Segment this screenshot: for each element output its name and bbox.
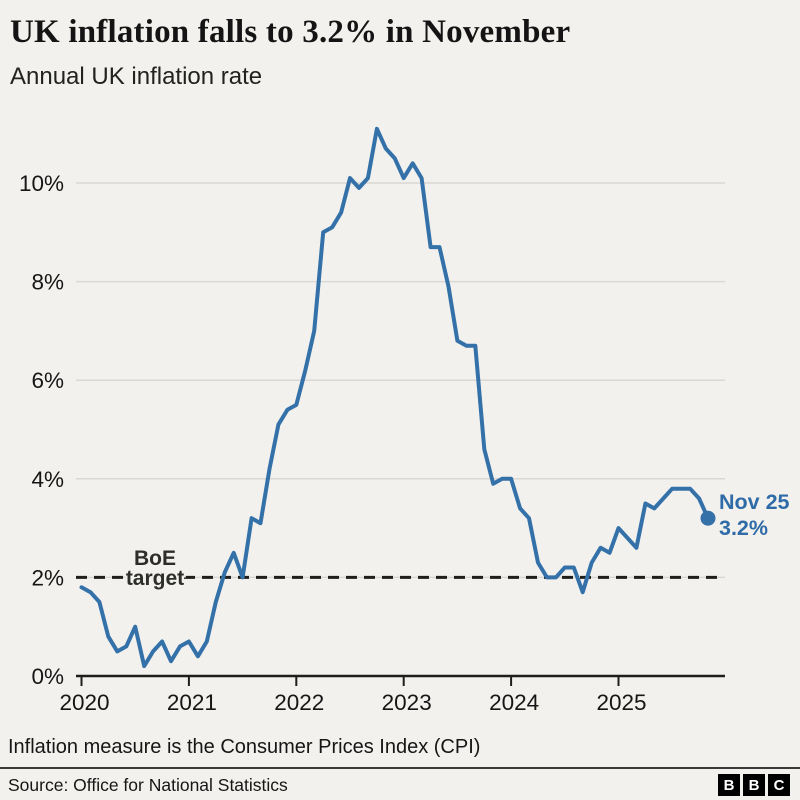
latest-value-percent: 3.2% (719, 516, 769, 540)
y-tick-label-2%: 2% (31, 565, 64, 590)
latest-point-marker (700, 510, 716, 526)
x-tick-label-2023: 2023 (382, 690, 432, 715)
y-tick-label-10%: 10% (19, 171, 64, 196)
boe-target-label-line2: target (125, 567, 185, 590)
chart-footnote: Inflation measure is the Consumer Prices… (8, 736, 481, 758)
bbc-logo: B B C (718, 774, 790, 796)
inflation-line (79, 126, 710, 669)
bbc-logo-block-c: C (768, 774, 790, 796)
y-tick-label-4%: 4% (31, 467, 64, 492)
latest-value-annotation: Nov 25 3.2% (719, 489, 799, 541)
page-title: UK inflation falls to 3.2% in November (10, 14, 571, 50)
boe-target-label-line1: BoE (134, 547, 176, 570)
y-tick-label-8%: 8% (31, 270, 64, 295)
bbc-logo-block-b2: B (743, 774, 765, 796)
boe-target-label: BoE target (95, 547, 215, 590)
bbc-logo-block-b1: B (718, 774, 740, 796)
chart-subtitle: Annual UK inflation rate (10, 63, 263, 90)
x-tick-label-2024: 2024 (489, 690, 539, 715)
source-credit: Source: Office for National Statistics (8, 775, 288, 795)
x-tick-label-2022: 2022 (274, 690, 324, 715)
x-tick-label-2020: 2020 (59, 690, 109, 715)
latest-value-date: Nov 25 (719, 490, 790, 514)
y-tick-label-6%: 6% (31, 368, 64, 393)
y-tick-label-0%: 0% (31, 664, 64, 689)
footer-divider (0, 767, 800, 769)
x-tick-label-2021: 2021 (167, 690, 217, 715)
x-tick-label-2025: 2025 (596, 690, 646, 715)
